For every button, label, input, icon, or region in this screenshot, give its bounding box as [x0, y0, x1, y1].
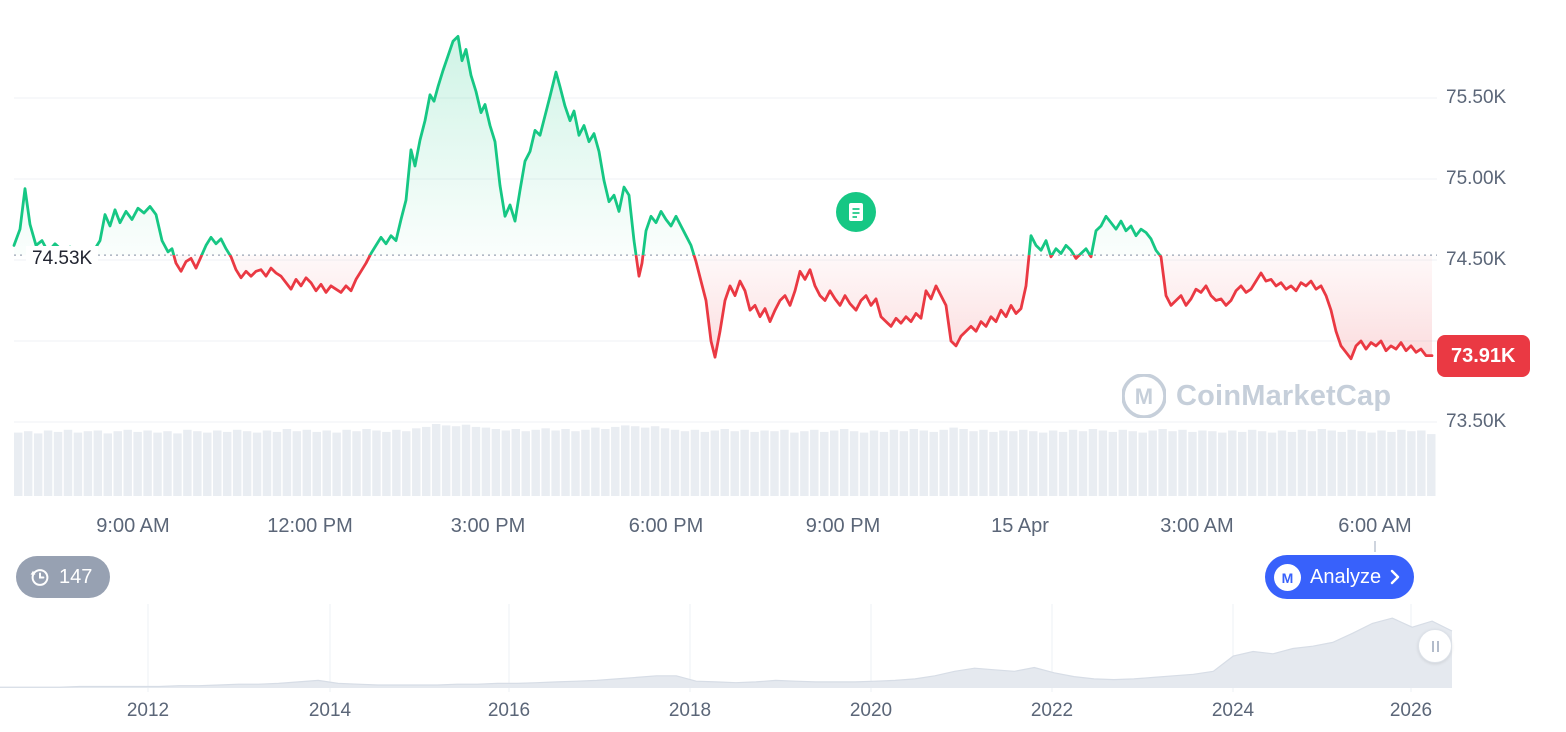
year-label: 2014 [308, 700, 352, 721]
y-axis-label: 74.50K [1446, 249, 1507, 270]
current-time-tick [1374, 541, 1376, 552]
year-label: 2026 [1389, 700, 1433, 721]
drag-handle-icon [1431, 640, 1434, 652]
svg-text:M: M [1282, 570, 1294, 586]
year-label: 2016 [487, 700, 531, 721]
coinmarketcap-logo-icon: M [1274, 563, 1301, 591]
year-label: 2012 [126, 700, 170, 721]
x-axis-label: 6:00 PM [628, 515, 704, 537]
news-marker[interactable] [836, 192, 876, 232]
drag-handle-icon [1436, 640, 1439, 652]
y-axis-label: 75.00K [1446, 168, 1507, 189]
year-label: 2018 [668, 700, 712, 721]
y-axis-label: 73.50K [1446, 411, 1507, 432]
watermark-text: CoinMarketCap [1176, 379, 1392, 412]
analyze-button[interactable]: M Analyze [1265, 555, 1415, 599]
x-axis-label: 3:00 PM [450, 515, 526, 537]
minimap-drag-handle[interactable] [1418, 629, 1452, 663]
history-count-label: 147 [59, 565, 93, 588]
analyze-label: Analyze [1310, 565, 1382, 588]
history-count-badge[interactable]: 147 [16, 556, 111, 598]
document-icon [836, 192, 876, 232]
coinmarketcap-logo-icon: M [1122, 374, 1166, 418]
timeline-minimap-svg[interactable] [0, 604, 1566, 692]
svg-text:M: M [1135, 384, 1154, 409]
price-chart-svg[interactable] [0, 0, 1566, 500]
year-label: 2024 [1211, 700, 1255, 721]
history-clock-icon [30, 569, 49, 586]
chevron-right-icon [1390, 569, 1400, 585]
x-axis-label: 15 Apr [991, 515, 1049, 537]
year-label: 2020 [849, 700, 893, 721]
coinmarketcap-watermark: M CoinMarketCap [1122, 374, 1391, 418]
baseline-price-label: 74.53K [26, 246, 99, 272]
x-axis-label: 6:00 AM [1338, 515, 1412, 537]
y-axis-label: 75.50K [1446, 87, 1507, 108]
current-price-badge: 73.91K [1437, 335, 1530, 377]
x-axis-label: 9:00 PM [805, 515, 881, 537]
year-label: 2022 [1030, 700, 1074, 721]
x-axis-label: 9:00 AM [96, 515, 170, 537]
x-axis-label: 3:00 AM [1160, 515, 1234, 537]
x-axis-label: 12:00 PM [267, 515, 353, 537]
